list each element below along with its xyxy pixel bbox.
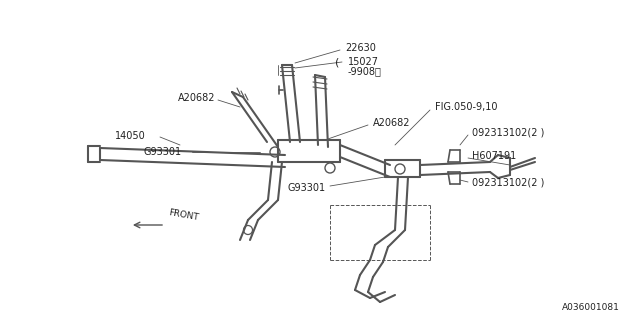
Text: 15027: 15027 (348, 57, 379, 67)
Text: H607191: H607191 (472, 151, 516, 161)
Text: FRONT: FRONT (168, 208, 200, 222)
Text: -9908〉: -9908〉 (348, 66, 382, 76)
Text: 14050: 14050 (115, 131, 146, 141)
Text: A20682: A20682 (178, 93, 216, 103)
Text: 092313102(2 ): 092313102(2 ) (472, 177, 545, 187)
Text: (: ( (335, 57, 339, 67)
Text: 22630: 22630 (345, 43, 376, 53)
Text: G93301: G93301 (287, 183, 325, 193)
Text: FIG.050-9,10: FIG.050-9,10 (435, 102, 497, 112)
Text: 092313102(2 ): 092313102(2 ) (472, 127, 545, 137)
Text: A036001081: A036001081 (562, 303, 620, 312)
Text: A20682: A20682 (373, 118, 410, 128)
Text: G93301: G93301 (143, 147, 181, 157)
